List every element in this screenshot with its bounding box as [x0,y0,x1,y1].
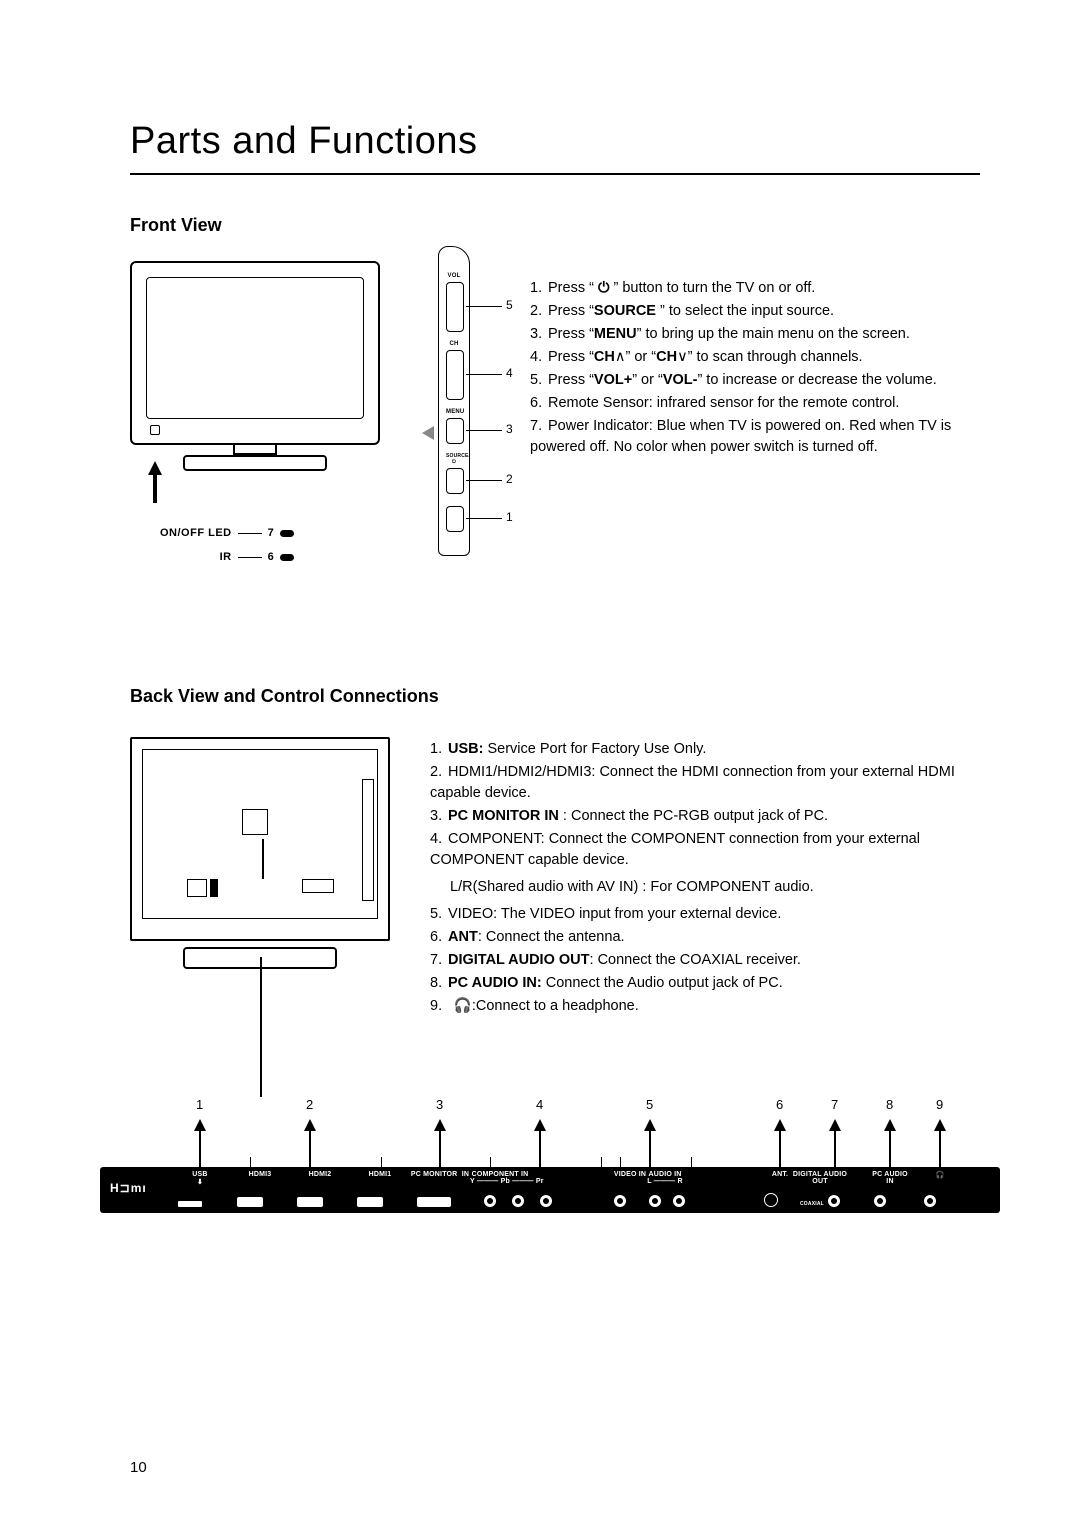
list-item: 6.ANT: Connect the antenna. [430,927,980,948]
source-label: SOURCE/⏻ [446,453,462,465]
ir-label: IR [220,551,232,563]
list-item: 7.DIGITAL AUDIO OUT: Connect the COAXIAL… [430,950,980,971]
list-item: 5.Press “VOL+” or “VOL-” to increase or … [530,370,980,391]
list-item: 2.Press “SOURCE ” to select the input so… [530,301,980,322]
port-label: HDMI2 [290,1171,350,1178]
callout-3: 3 [506,422,513,436]
connector-index: 2 [306,1097,313,1112]
back-view-figure: 1.USB: Service Port for Factory Use Only… [130,737,980,1297]
front-heading: Front View [130,215,980,236]
led-num: 7 [268,527,275,539]
tv-front-outline [130,261,380,445]
callout-1: 1 [506,510,513,524]
list-item: 6.Remote Sensor: infrared sensor for the… [530,393,980,414]
connector-index: 1 [196,1097,203,1112]
port-label: COMPONENT IN Y ——— Pb ——— Pr [470,1171,530,1185]
port-label: AUDIO IN L ——— R [635,1171,695,1185]
list-item: 4.COMPONENT: Connect the COMPONENT conne… [430,829,980,871]
list-item: 3.PC MONITOR IN : Connect the PC-RGB out… [430,806,980,827]
side-buttons: VOL CH MENU SOURCE/⏻ 5 4 3 2 1 [410,246,480,556]
connector-index: 9 [936,1097,943,1112]
front-view-figure: ON/OFF LED 7 IR 6 VOL CH MENU SOURCE/⏻ 5 4… [130,246,980,606]
tv-back-outline [130,737,390,941]
list-item: 3.Press “MENU” to bring up the main menu… [530,324,980,345]
rule [130,173,980,175]
connector-callouts: 1 2 3 4 5 6 7 8 9 [100,1097,1000,1167]
page-number: 10 [130,1459,147,1476]
port-label: HDMI1 [350,1171,410,1178]
port-label: DIGITAL AUDIO OUT [790,1171,850,1185]
front-instructions: 1.Press “ ⏻ ” button to turn the TV on o… [530,276,980,460]
list-item: 1.USB: Service Port for Factory Use Only… [430,739,980,760]
callout-2: 2 [506,472,513,486]
list-item: 8.PC AUDIO IN: Connect the Audio output … [430,973,980,994]
list-item: 2.HDMI1/HDMI2/HDMI3: Connect the HDMI co… [430,762,980,804]
connector-index: 6 [776,1097,783,1112]
ir-num: 6 [268,551,275,563]
connector-index: 8 [886,1097,893,1112]
port-label: HDMI3 [230,1171,290,1178]
list-item: 4.Press “CH∧” or “CH∨” to scan through c… [530,347,980,368]
port-label: 🎧 [910,1171,970,1179]
callout-4: 4 [506,366,513,380]
on-off-led-label: ON/OFF LED [160,527,232,539]
list-item: 9. 🎧:Connect to a headphone. [430,996,980,1017]
connector-index: 5 [646,1097,653,1112]
connector-index: 3 [436,1097,443,1112]
back-heading: Back View and Control Connections [130,686,980,707]
callout-5: 5 [506,298,513,312]
list-item: L/R(Shared audio with AV IN) : For COMPO… [450,877,980,898]
list-item: 7.Power Indicator: Blue when TV is power… [530,416,980,458]
page-title: Parts and Functions [130,120,980,163]
list-item: 1.Press “ ⏻ ” button to turn the TV on o… [530,278,980,299]
hdmi-logo: H⊐mı [110,1181,147,1195]
menu-label: MENU [446,409,462,415]
connector-index: 7 [831,1097,838,1112]
port-label: USB ⬇ [170,1171,230,1186]
ch-label: CH [446,341,462,347]
connector-strip: H⊐mı USB ⬇HDMI3HDMI2HDMI1PC MONITOR INCO… [100,1167,1000,1213]
back-instructions: 1.USB: Service Port for Factory Use Only… [430,737,980,1019]
connector-index: 4 [536,1097,543,1112]
port-label: PC MONITOR IN [410,1171,470,1178]
list-item: 5.VIDEO: The VIDEO input from your exter… [430,904,980,925]
vol-label: VOL [446,273,462,279]
